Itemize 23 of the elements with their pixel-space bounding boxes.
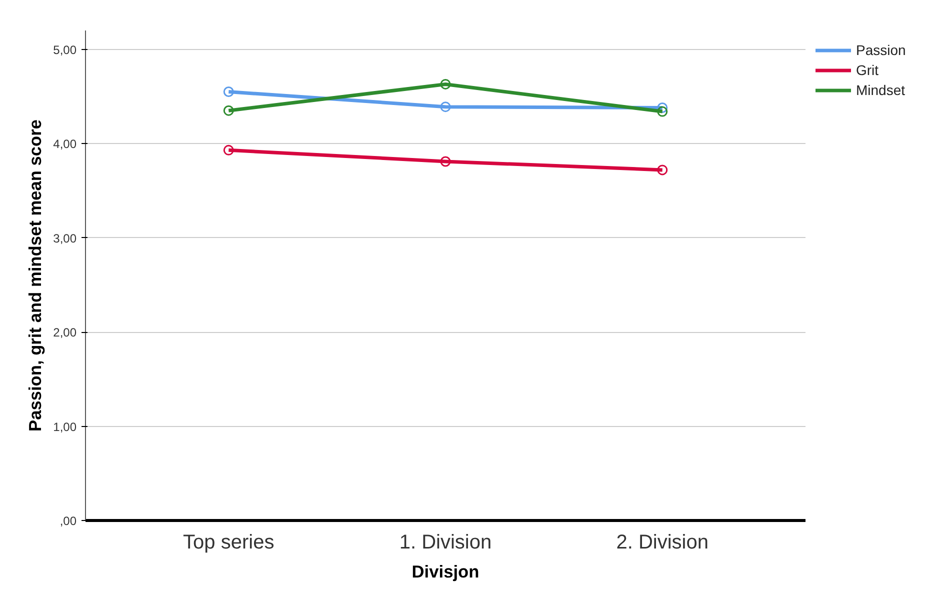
x-tick-label: 1. Division [399, 532, 492, 554]
legend-label: Mindset [856, 82, 906, 98]
x-tick-label: 2. Division [616, 532, 709, 554]
legend-label: Passion [856, 42, 906, 58]
y-tick-label: 5,00 [53, 42, 77, 57]
y-tick-label: ,00 [60, 514, 77, 528]
x-axis-title: Divisjon [412, 562, 480, 582]
y-tick-label: 1,00 [53, 420, 77, 434]
point [657, 164, 668, 176]
point [223, 144, 234, 156]
point [657, 102, 668, 114]
point [440, 78, 451, 90]
y-tick-label: 2,00 [53, 326, 77, 340]
point [440, 156, 451, 167]
y-tick-label: 3,00 [53, 231, 77, 246]
x-tick-label: Top series [183, 532, 274, 554]
point [223, 86, 234, 97]
y-tick-label: 4,00 [53, 137, 77, 152]
point [657, 106, 668, 117]
point [440, 102, 451, 112]
legend-label: Grit [856, 62, 879, 78]
y-axis-title: Passion, grit and mindset mean score [25, 119, 46, 432]
point [223, 105, 234, 116]
